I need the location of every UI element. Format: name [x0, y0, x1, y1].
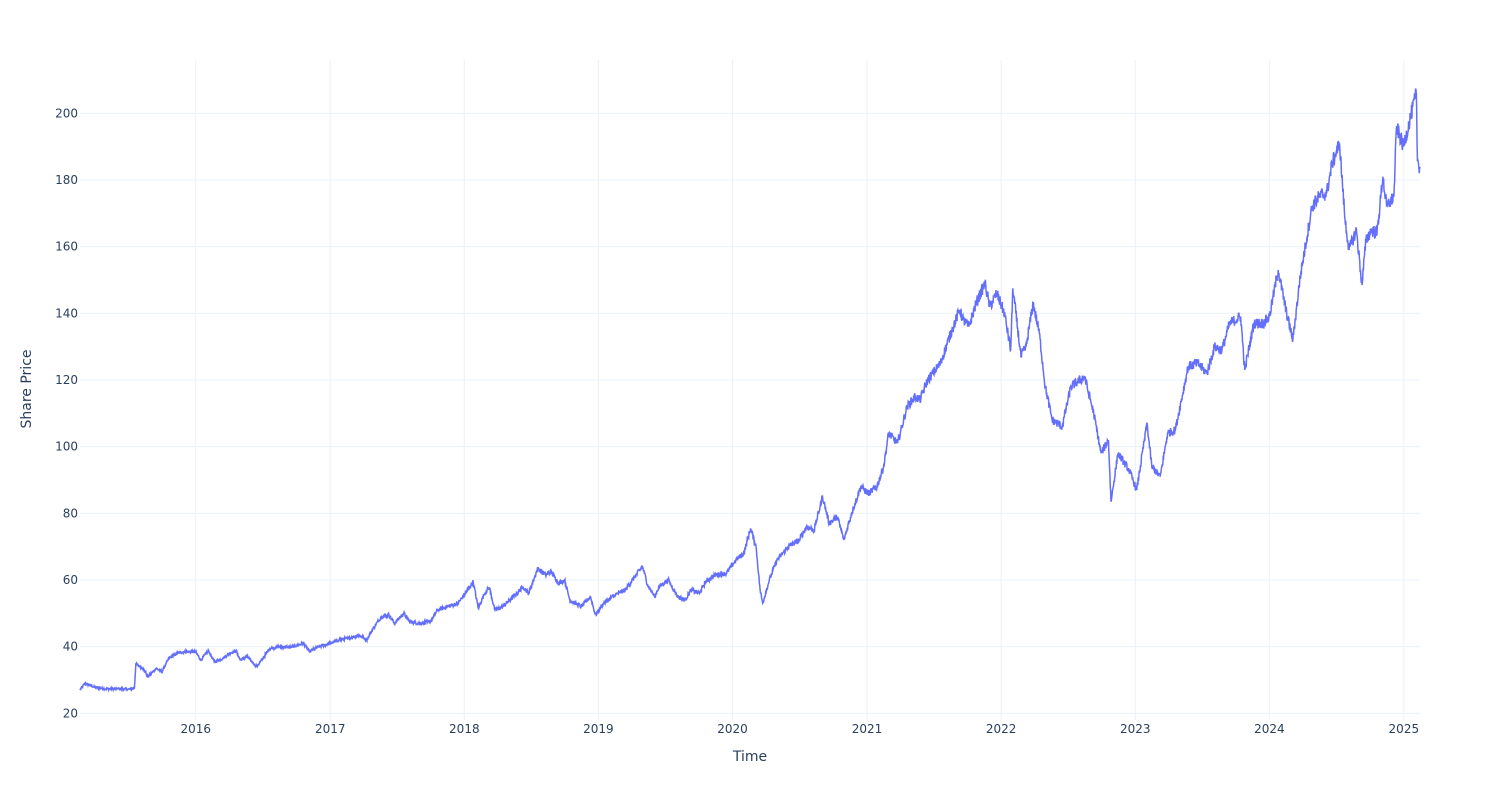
y-tick-label: 180	[55, 173, 78, 187]
y-tick-label: 20	[63, 706, 78, 720]
x-tick-label: 2025	[1389, 722, 1420, 736]
y-tick-label: 60	[63, 573, 78, 587]
x-axis-title: Time	[732, 749, 767, 765]
y-tick-label: 140	[55, 306, 78, 320]
x-tick-label: 2024	[1254, 722, 1285, 736]
y-tick-label: 160	[55, 240, 78, 254]
y-tick-label: 80	[63, 506, 78, 520]
y-tick-labels: 20 40 60 80 100 120 140 160 180 200	[55, 106, 78, 720]
x-tick-label: 2020	[717, 722, 748, 736]
x-tick-label: 2018	[449, 722, 480, 736]
x-tick-label: 2017	[315, 722, 346, 736]
x-tick-label: 2022	[986, 722, 1017, 736]
x-tick-label: 2021	[852, 722, 883, 736]
y-tick-label: 40	[63, 640, 78, 654]
x-tick-label: 2019	[583, 722, 614, 736]
y-tick-label: 120	[55, 373, 78, 387]
share-price-line	[79, 88, 1421, 693]
y-gridlines	[80, 112, 1420, 714]
x-tick-label: 2016	[180, 722, 211, 736]
x-tick-labels: 2016 2017 2018 2019 2020 2021 2022 2023 2024 2025	[180, 722, 1419, 736]
y-tick-label: 100	[55, 440, 78, 454]
y-axis-title: Share Price	[19, 349, 35, 428]
y-tick-label: 200	[55, 106, 78, 120]
x-tick-label: 2023	[1120, 722, 1151, 736]
